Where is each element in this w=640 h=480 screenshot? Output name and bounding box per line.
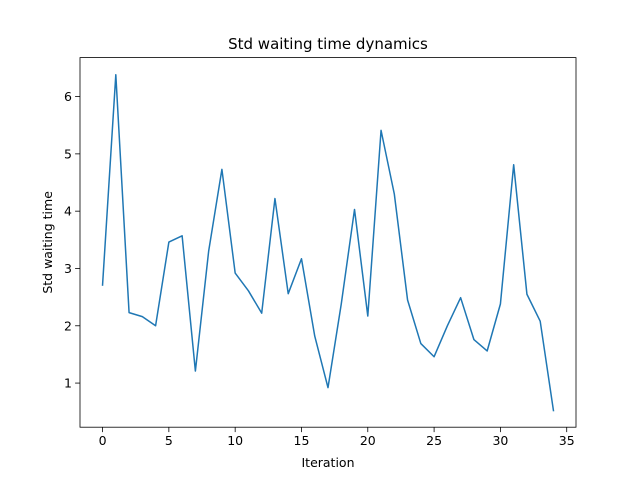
- x-tick-label: 15: [294, 433, 310, 448]
- x-tick-label: 0: [99, 433, 107, 448]
- x-tick-label: 35: [559, 433, 575, 448]
- y-tick-label: 6: [64, 89, 72, 104]
- y-axis-label: Std waiting time: [40, 191, 55, 294]
- y-tick-label: 2: [64, 318, 72, 333]
- x-tick-label: 10: [227, 433, 243, 448]
- y-tick-label: 5: [64, 146, 72, 161]
- y-tick-label: 3: [64, 261, 72, 276]
- y-tick-label: 1: [64, 376, 72, 391]
- y-axis: 1 2 3 4 5 6: [64, 89, 80, 391]
- plot-area: [101, 74, 555, 412]
- y-tick-label: 4: [64, 204, 72, 219]
- x-tick-label: 5: [165, 433, 173, 448]
- x-tick-label: 25: [426, 433, 442, 448]
- x-axis: 0 5 10 15 20 25 30 35: [99, 427, 575, 448]
- x-axis-label: Iteration: [301, 455, 354, 470]
- x-tick-label: 20: [360, 433, 376, 448]
- series-line: [101, 74, 555, 412]
- plot-frame: [79, 57, 577, 428]
- x-tick-label: 30: [492, 433, 508, 448]
- chart-title: Std waiting time dynamics: [228, 35, 428, 53]
